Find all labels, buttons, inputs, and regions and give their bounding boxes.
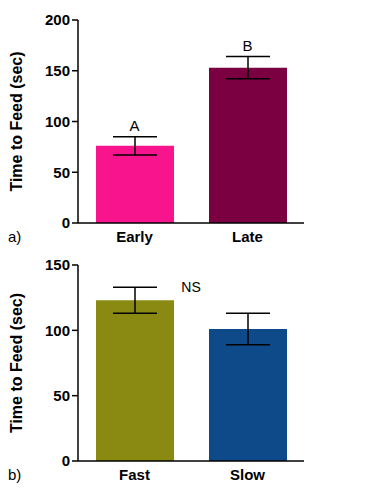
svg-text:A: A (129, 117, 139, 134)
svg-text:150: 150 (45, 62, 70, 79)
html-text:NS: NS (181, 279, 201, 295)
svg-text:Fast: Fast (119, 466, 150, 483)
svg-text:B: B (242, 37, 252, 54)
svg-text:Early: Early (116, 228, 153, 245)
svg-text:150: 150 (45, 256, 70, 273)
svg-text:50: 50 (53, 164, 70, 181)
svg-text:0: 0 (62, 452, 70, 469)
svg-text:0: 0 (62, 214, 70, 231)
svg-text:Time to Feed (sec): Time to Feed (sec) (8, 293, 25, 433)
svg-text:200: 200 (45, 11, 70, 28)
svg-text:100: 100 (45, 113, 70, 130)
svg-text:Time to Feed (sec): Time to Feed (sec) (8, 51, 25, 191)
html-text:b): b) (8, 466, 22, 483)
svg-text:100: 100 (45, 322, 70, 339)
html-text:a): a) (8, 228, 22, 245)
svg-text:50: 50 (53, 387, 70, 404)
svg-text:Slow: Slow (230, 466, 265, 483)
svg-text:Late: Late (232, 228, 263, 245)
